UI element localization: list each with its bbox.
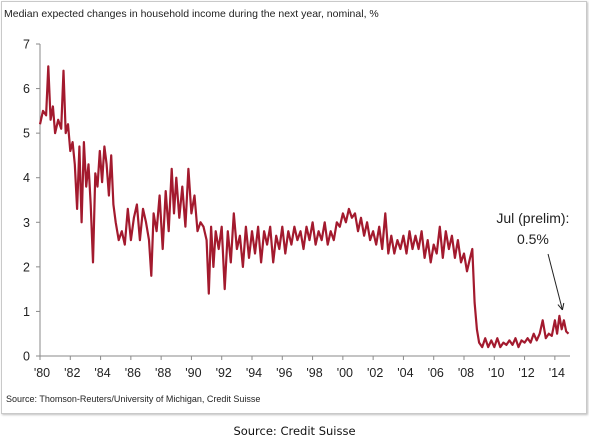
annotation-layer: Jul (prelim): 0.5% xyxy=(496,210,569,311)
arrow-icon xyxy=(557,302,565,311)
x-tick-label: '98 xyxy=(306,366,322,380)
y-tick-label: 3 xyxy=(23,216,30,230)
x-tick-label: '06 xyxy=(428,366,444,380)
x-tick-label: '90 xyxy=(185,366,201,380)
y-tick-label: 5 xyxy=(23,127,30,141)
x-tick-label: '12 xyxy=(518,366,534,380)
axes: 0 1 2 3 4 5 6 7 '80 '82 '84 '86 '88 '90 '92 '94 '96 '98 '0… xyxy=(23,38,570,380)
y-tick-label: 2 xyxy=(23,260,30,274)
y-tick-label: 4 xyxy=(23,171,30,185)
x-tick-label: '82 xyxy=(64,366,80,380)
source-line: Source: Thomson-Reuters/University of Mi… xyxy=(6,394,261,404)
x-tick-label: '84 xyxy=(94,366,110,380)
x-tick-label: '02 xyxy=(367,366,383,380)
x-tick-label: '14 xyxy=(549,366,565,380)
x-tick-label: '10 xyxy=(488,366,504,380)
x-tick-label: '80 xyxy=(34,366,50,380)
y-tick-label: 0 xyxy=(23,350,30,364)
annotation-text: Jul (prelim): xyxy=(496,210,569,226)
x-tick-label: '96 xyxy=(276,366,292,380)
x-tick-label: '88 xyxy=(155,366,171,380)
x-tick-label: '00 xyxy=(337,366,353,380)
series-layer xyxy=(38,65,570,349)
x-tick-label: '92 xyxy=(216,366,232,380)
image-caption: Source: Credit Suisse xyxy=(233,424,356,438)
chart-title: Median expected changes in household inc… xyxy=(4,8,379,20)
y-tick-label: 6 xyxy=(23,82,30,96)
series-line xyxy=(38,65,570,349)
annotation-text: 0.5% xyxy=(517,231,549,247)
y-tick-label: 1 xyxy=(23,305,30,319)
x-tick-label: '04 xyxy=(397,366,413,380)
x-tick-label: '86 xyxy=(125,366,141,380)
x-tick-label: '08 xyxy=(458,366,474,380)
y-tick-label: 7 xyxy=(23,38,30,52)
x-tick-label: '94 xyxy=(246,366,262,380)
annotation-arrow xyxy=(547,253,563,311)
